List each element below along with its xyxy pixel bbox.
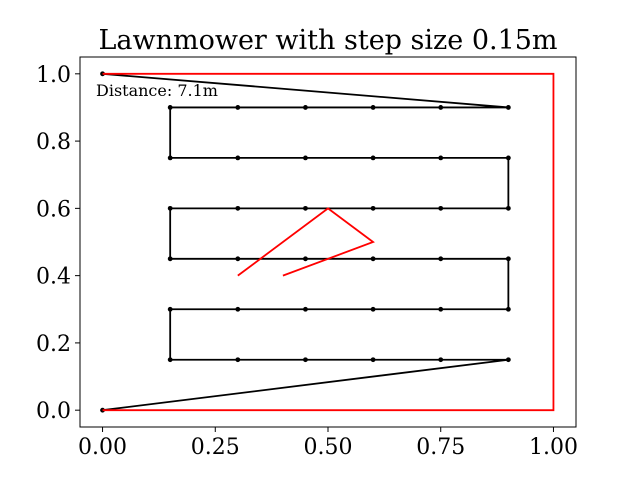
waypoint-marker-35 xyxy=(438,357,444,363)
x-tick-label: 0.00 xyxy=(78,435,127,460)
y-tick-label: 1.0 xyxy=(36,63,71,88)
x-tick-label: 1.00 xyxy=(529,435,578,460)
waypoint-marker-15 xyxy=(370,205,376,211)
waypoint-marker-2 xyxy=(438,105,444,110)
series-layer xyxy=(100,71,555,413)
waypoint-marker-24 xyxy=(505,256,511,262)
waypoint-marker-13 xyxy=(505,205,511,211)
y-tick-label: 0.4 xyxy=(36,265,71,290)
axes-frame xyxy=(79,56,577,428)
waypoint-marker-18 xyxy=(167,205,173,211)
waypoint-marker-1 xyxy=(505,105,511,110)
waypoint-marker-17 xyxy=(235,205,241,211)
waypoint-marker-12 xyxy=(505,155,511,161)
series-line-1 xyxy=(102,72,555,412)
ticks-layer: 0.00 0.25 0.50 0.75 1.00 0.0 0.2 0.4 0.6 0.8 1.0 xyxy=(36,63,578,460)
waypoint-marker-8 xyxy=(235,155,241,161)
waypoint-marker-23 xyxy=(438,256,444,262)
x-tick-label: 0.50 xyxy=(304,435,353,460)
waypoint-marker-7 xyxy=(167,155,173,161)
waypoint-marker-30 xyxy=(167,306,173,312)
waypoint-marker-14 xyxy=(438,205,444,211)
waypoint-marker-34 xyxy=(370,357,376,363)
waypoint-marker-6 xyxy=(167,105,173,110)
waypoint-marker-4 xyxy=(303,105,308,110)
series-line-0 xyxy=(102,72,510,412)
waypoint-marker-20 xyxy=(235,256,241,262)
waypoint-marker-16 xyxy=(303,205,308,211)
y-tick-label: 0.6 xyxy=(36,197,71,222)
waypoint-marker-33 xyxy=(303,357,308,363)
waypoint-marker-26 xyxy=(438,306,444,312)
distance-annotation: Distance: 7.1m xyxy=(96,81,218,100)
waypoint-marker-29 xyxy=(235,306,241,312)
waypoint-marker-5 xyxy=(235,105,241,110)
y-tick-label: 0.8 xyxy=(36,130,71,155)
waypoint-marker-32 xyxy=(235,357,241,363)
chart-title: Lawnmower with step size 0.15m xyxy=(98,25,557,56)
y-tick-label: 0.2 xyxy=(36,332,71,357)
waypoint-marker-21 xyxy=(303,256,308,262)
waypoint-marker-10 xyxy=(370,155,376,161)
waypoint-marker-22 xyxy=(370,256,376,262)
x-tick-label: 0.25 xyxy=(191,435,240,460)
waypoint-marker-31 xyxy=(167,357,173,363)
waypoint-marker-28 xyxy=(303,306,308,312)
series-line-2 xyxy=(237,207,375,277)
y-tick-label: 0.0 xyxy=(36,399,71,424)
waypoint-marker-25 xyxy=(505,306,511,312)
waypoint-marker-19 xyxy=(167,256,173,262)
waypoint-marker-3 xyxy=(370,105,376,110)
waypoint-marker-36 xyxy=(505,357,511,363)
waypoint-marker-9 xyxy=(303,155,308,161)
x-tick-label: 0.75 xyxy=(416,435,465,460)
waypoint-marker-11 xyxy=(438,155,444,161)
waypoint-marker-27 xyxy=(370,306,376,312)
